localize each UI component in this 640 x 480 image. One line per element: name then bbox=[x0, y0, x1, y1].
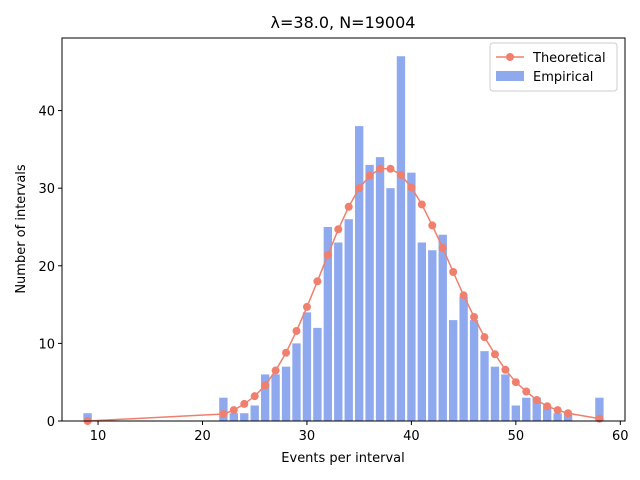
x-tick-label: 40 bbox=[403, 429, 420, 444]
theoretical-point bbox=[386, 164, 395, 173]
bar-empirical bbox=[469, 320, 479, 421]
bar-empirical bbox=[417, 242, 427, 421]
theoretical-point bbox=[302, 302, 311, 311]
theoretical-point bbox=[344, 202, 353, 211]
theoretical-point bbox=[490, 350, 499, 359]
x-tick-label: 60 bbox=[612, 429, 629, 444]
x-tick-label: 20 bbox=[194, 429, 211, 444]
legend-empirical-label: Empirical bbox=[533, 70, 593, 85]
bar-empirical bbox=[553, 413, 562, 421]
y-tick-label: 40 bbox=[38, 105, 55, 120]
theoretical-point bbox=[428, 221, 437, 230]
y-tick-label: 20 bbox=[38, 260, 55, 275]
bar-empirical bbox=[365, 164, 374, 422]
theoretical-point bbox=[282, 348, 291, 357]
bar-empirical bbox=[229, 413, 239, 421]
bar-empirical bbox=[543, 405, 552, 421]
theoretical-point bbox=[355, 184, 364, 193]
y-tick-label: 0 bbox=[47, 415, 55, 430]
bar-empirical bbox=[428, 250, 437, 421]
x-axis: 10 20 30 40 50 60 bbox=[90, 421, 629, 444]
theoretical-point bbox=[438, 243, 447, 252]
theoretical-point bbox=[480, 333, 489, 342]
theoretical-point bbox=[219, 410, 228, 419]
theoretical-point bbox=[511, 378, 520, 387]
bar-empirical bbox=[595, 397, 604, 421]
theoretical-point bbox=[396, 170, 405, 179]
bar-empirical bbox=[313, 327, 322, 421]
theoretical-point bbox=[543, 402, 552, 411]
bar-empirical bbox=[260, 374, 270, 421]
plot-area bbox=[83, 56, 604, 425]
theoretical-point bbox=[229, 406, 238, 415]
y-axis: 0 10 20 30 40 bbox=[38, 105, 62, 430]
bar-empirical bbox=[448, 320, 458, 421]
chart-title: λ=38.0, N=19004 bbox=[271, 13, 416, 32]
bar-empirical bbox=[407, 172, 416, 421]
theoretical-point bbox=[271, 366, 280, 375]
x-tick-label: 30 bbox=[299, 429, 316, 444]
y-axis-label: Number of intervals bbox=[14, 164, 29, 294]
bar-empirical bbox=[375, 157, 385, 421]
theoretical-point bbox=[470, 313, 479, 322]
bar-empirical bbox=[271, 374, 280, 421]
legend: Theoretical Empirical bbox=[489, 42, 618, 92]
bar-empirical bbox=[281, 366, 291, 421]
bar-empirical bbox=[323, 226, 333, 421]
axes-frame bbox=[61, 37, 626, 422]
bar-empirical bbox=[490, 366, 500, 421]
x-axis-label: Events per interval bbox=[281, 451, 404, 466]
legend-theoretical-label: Theoretical bbox=[532, 51, 606, 66]
legend-empirical-swatch bbox=[496, 71, 524, 81]
theoretical-point bbox=[365, 171, 374, 180]
bar-empirical bbox=[459, 296, 468, 421]
bar-empirical bbox=[386, 188, 395, 421]
theoretical-point bbox=[250, 392, 259, 401]
y-tick-label: 10 bbox=[38, 337, 55, 352]
theoretical-point bbox=[261, 381, 270, 390]
theoretical-point bbox=[501, 365, 510, 374]
bar-empirical bbox=[292, 343, 301, 421]
theoretical-point bbox=[407, 183, 416, 192]
theoretical-point bbox=[522, 387, 531, 396]
theoretical-point bbox=[459, 291, 468, 300]
bar-empirical bbox=[354, 126, 364, 421]
x-tick-label: 10 bbox=[90, 429, 107, 444]
theoretical-point bbox=[292, 326, 301, 335]
bar-empirical bbox=[344, 219, 353, 421]
bar-empirical bbox=[250, 405, 259, 421]
bar-empirical bbox=[240, 413, 249, 421]
bar-empirical bbox=[511, 405, 521, 421]
bar-empirical bbox=[522, 397, 531, 421]
theoretical-point bbox=[417, 200, 426, 209]
theoretical-point bbox=[532, 396, 541, 405]
theoretical-point bbox=[240, 399, 249, 408]
theoretical-point bbox=[564, 409, 573, 418]
bar-empirical bbox=[302, 312, 312, 421]
theoretical-point bbox=[313, 277, 322, 286]
bar-empirical bbox=[532, 397, 541, 421]
theoretical-point bbox=[323, 250, 332, 259]
theoretical-point bbox=[553, 406, 562, 415]
theoretical-point bbox=[334, 225, 343, 234]
legend-theoretical-marker bbox=[506, 53, 514, 61]
y-tick-label: 30 bbox=[38, 182, 55, 197]
x-tick-label: 50 bbox=[508, 429, 525, 444]
theoretical-point bbox=[449, 267, 458, 276]
theoretical-point bbox=[376, 164, 385, 173]
bar-empirical bbox=[396, 56, 406, 421]
bar-empirical bbox=[480, 351, 489, 421]
bar-empirical bbox=[438, 234, 447, 421]
bar-empirical bbox=[501, 374, 510, 421]
bar-empirical bbox=[219, 397, 228, 421]
bar-empirical bbox=[334, 242, 343, 421]
